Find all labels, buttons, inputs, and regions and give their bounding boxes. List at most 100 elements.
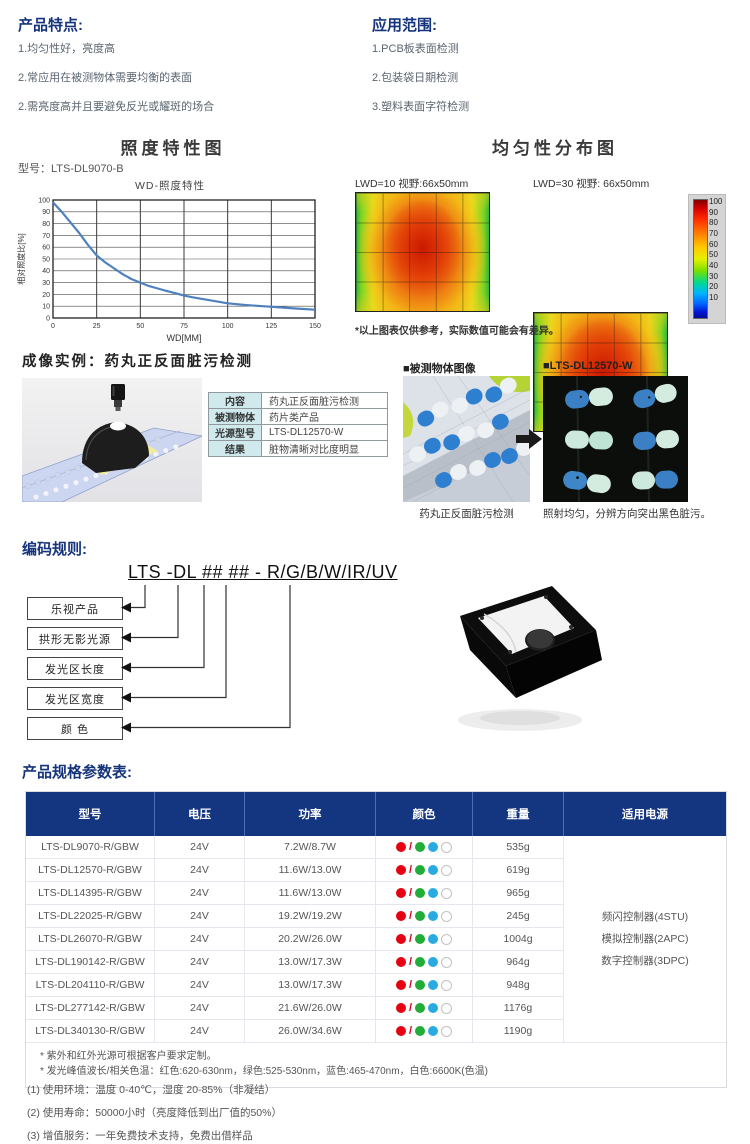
cell-weight: 245g [473, 905, 564, 927]
page-notes: (1) 使用环境：温度 0-40℃，湿度 20-85%（非凝结） (2) 使用寿命… [27, 1082, 282, 1144]
color-dot-blue [427, 934, 438, 944]
coding-box-width: 发光区宽度 [27, 687, 123, 710]
header-weight: 重量 [473, 792, 564, 836]
illuminance-section-title: 照度特性图 [120, 139, 226, 158]
cell-weight: 948g [473, 974, 564, 996]
color-slash: / [408, 841, 413, 853]
color-dot-white [440, 1025, 452, 1037]
svg-text:25: 25 [93, 323, 101, 330]
color-dot-green [414, 911, 425, 921]
object-image-caption: 药丸正反面脏污检测 [419, 508, 514, 520]
info-row: 光源型号 LTS-DL12570-W [209, 425, 387, 441]
svg-text:70: 70 [42, 233, 50, 240]
color-dot-blue [427, 957, 438, 967]
info-row: 结果 脏物清晰对比度明显 [209, 441, 387, 456]
color-dot-white [440, 841, 452, 853]
cell-weight: 964g [473, 951, 564, 973]
header-voltage: 电压 [155, 792, 245, 836]
coding-connectors-svg [121, 585, 291, 733]
color-dot-green [414, 865, 425, 875]
info-row: 内容 药丸正反面脏污检测 [209, 393, 387, 409]
model-label: 型号：LTS-DL9070-B [18, 163, 124, 175]
setup-illustration [22, 378, 202, 502]
svg-text:40: 40 [42, 268, 50, 275]
example-title: 成像实例：药丸正反面脏污检测 [22, 354, 253, 370]
spec-footnotes: * 紫外和红外光源可根据客户要求定制。 * 发光峰值波长/相关色温：红色:620-… [26, 1043, 726, 1087]
color-dot-white [440, 1002, 452, 1014]
color-dot-white [440, 979, 452, 991]
color-slash: / [408, 933, 413, 945]
cell-power: 21.6W/26.0W [245, 997, 376, 1019]
cell-weight: 1190g [473, 1020, 564, 1042]
colorbar-tick: 80 [709, 218, 718, 228]
cell-colors: / [376, 859, 473, 881]
svg-text:100: 100 [222, 323, 234, 330]
header-power: 功率 [245, 792, 376, 836]
cell-voltage: 24V [155, 1020, 245, 1042]
cell-voltage: 24V [155, 836, 245, 858]
page-note: (1) 使用环境：温度 0-40℃，湿度 20-85%（非凝结） [27, 1084, 276, 1096]
color-dot-green [414, 1003, 425, 1013]
color-dot-blue [427, 1003, 438, 1013]
color-dot-red [396, 957, 407, 967]
color-dot-green [414, 957, 425, 967]
color-slash: / [408, 1025, 413, 1037]
color-dot-green [414, 888, 425, 898]
info-label: 光源型号 [209, 425, 262, 440]
applications-title: 应用范围: [372, 17, 437, 34]
cell-voltage: 24V [155, 882, 245, 904]
cell-power: 13.0W/17.3W [245, 974, 376, 996]
cell-power: 11.6W/13.0W [245, 882, 376, 904]
spec-table-body: LTS-DL9070-R/GBW 24V 7.2W/8.7W / 535g LT… [26, 836, 726, 1043]
result-image [543, 376, 688, 502]
info-label: 结果 [209, 441, 262, 456]
info-row: 被测物体 药片类产品 [209, 409, 387, 425]
color-dot-red [396, 888, 407, 898]
color-dot-white [440, 887, 452, 899]
svg-text:150: 150 [309, 323, 321, 330]
object-image [403, 376, 530, 502]
info-value: LTS-DL12570-W [262, 425, 387, 440]
page-note: (2) 使用寿命：50000小时（亮度降低到出厂值的50%） [27, 1107, 282, 1119]
colorbar-labels: 100 90 80 70 60 50 40 30 20 10 [709, 198, 722, 302]
color-dot-blue [427, 865, 438, 875]
info-value: 药片类产品 [262, 409, 387, 424]
colorbar-tick: 70 [709, 228, 718, 238]
cell-voltage: 24V [155, 859, 245, 881]
uniformity-section-title: 均匀性分布图 [492, 139, 618, 158]
colorbar-tick: 90 [709, 207, 718, 217]
table-row: LTS-DL190142-R/GBW 24V 13.0W/17.3W / 964… [26, 951, 564, 974]
cell-voltage: 24V [155, 928, 245, 950]
cell-power-supply: 频闪控制器(4STU) 模拟控制器(2APC) 数字控制器(3DPC) [564, 836, 726, 1042]
table-row: LTS-DL9070-R/GBW 24V 7.2W/8.7W / 535g [26, 836, 564, 859]
cell-colors: / [376, 974, 473, 996]
color-dot-green [414, 842, 425, 852]
svg-text:60: 60 [42, 245, 50, 252]
cell-model: LTS-DL9070-R/GBW [26, 836, 155, 858]
feature-item: 1.均匀性好，亮度高 [18, 43, 116, 55]
product-photo [458, 586, 602, 731]
cell-power: 19.2W/19.2W [245, 905, 376, 927]
cell-power: 11.6W/13.0W [245, 859, 376, 881]
header-color: 颜色 [376, 792, 473, 836]
color-dot-red [396, 1026, 407, 1036]
color-slash: / [408, 956, 413, 968]
svg-text:相对照度比[%]: 相对照度比[%] [16, 233, 26, 285]
spec-title: 产品规格参数表: [22, 764, 132, 781]
color-dot-white [440, 864, 452, 876]
object-image-label: ■被测物体图像 [403, 363, 476, 375]
cell-model: LTS-DL12570-R/GBW [26, 859, 155, 881]
svg-text:30: 30 [42, 280, 50, 287]
chart-subtitle: WD-照度特性 [135, 180, 205, 192]
cell-weight: 965g [473, 882, 564, 904]
spec-table: 型号 电压 功率 颜色 重量 适用电源 LTS-DL9070-R/GBW 24V… [25, 791, 727, 1088]
cell-colors: / [376, 1020, 473, 1042]
cell-power: 20.2W/26.0W [245, 928, 376, 950]
spec-footnote: * 发光峰值波长/相关色温：红色:620-630nm，绿色:525-530nm，… [40, 1066, 488, 1077]
colorbar-tick: 10 [709, 292, 718, 302]
table-row: LTS-DL22025-R/GBW 24V 19.2W/19.2W / 245g [26, 905, 564, 928]
color-dot-white [440, 910, 452, 922]
color-dot-white [440, 956, 452, 968]
svg-text:50: 50 [136, 323, 144, 330]
heatmap-note: *以上图表仅供参考，实际数值可能会有差异。 [355, 326, 559, 337]
